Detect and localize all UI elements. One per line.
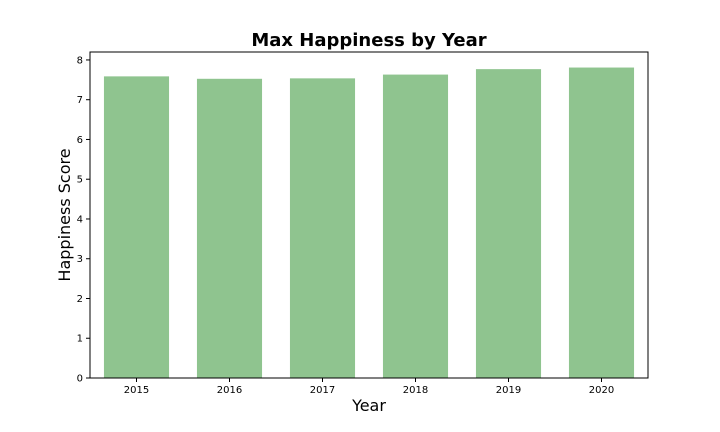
- x-axis: 2015 2016 2017 2018 2019 2020: [124, 378, 614, 396]
- chart-title: Max Happiness by Year: [251, 30, 486, 51]
- x-tick-label-2016: 2016: [217, 385, 242, 396]
- y-tick-label-4: 4: [77, 214, 83, 225]
- y-axis: 0 1 2 3 4 5 6 7 8: [77, 55, 90, 385]
- y-tick-label-6: 6: [77, 135, 83, 146]
- plot-frame: [89, 51, 649, 379]
- bar-2020: [568, 67, 635, 378]
- bar-2017: [289, 78, 356, 379]
- y-tick-label-5: 5: [77, 175, 83, 186]
- x-axis-label: Year: [351, 396, 386, 415]
- y-tick-label-7: 7: [77, 95, 83, 106]
- x-tick-label-2017: 2017: [310, 385, 335, 396]
- bars-group: [103, 67, 635, 379]
- y-tick-label-0: 0: [77, 374, 83, 385]
- bar-2019: [475, 69, 542, 378]
- y-tick-label-3: 3: [77, 254, 83, 265]
- x-tick-label-2019: 2019: [496, 385, 521, 396]
- x-tick-label-2018: 2018: [403, 385, 428, 396]
- x-tick-label-2020: 2020: [589, 385, 614, 396]
- bar-2016: [196, 78, 263, 379]
- bar-2015: [103, 76, 170, 379]
- y-tick-label-2: 2: [77, 294, 83, 305]
- y-axis-label: Happiness Score: [55, 148, 74, 281]
- bar-2018: [382, 74, 449, 378]
- x-tick-label-2015: 2015: [124, 385, 149, 396]
- y-tick-label-1: 1: [77, 334, 83, 345]
- y-tick-label-8: 8: [77, 55, 83, 66]
